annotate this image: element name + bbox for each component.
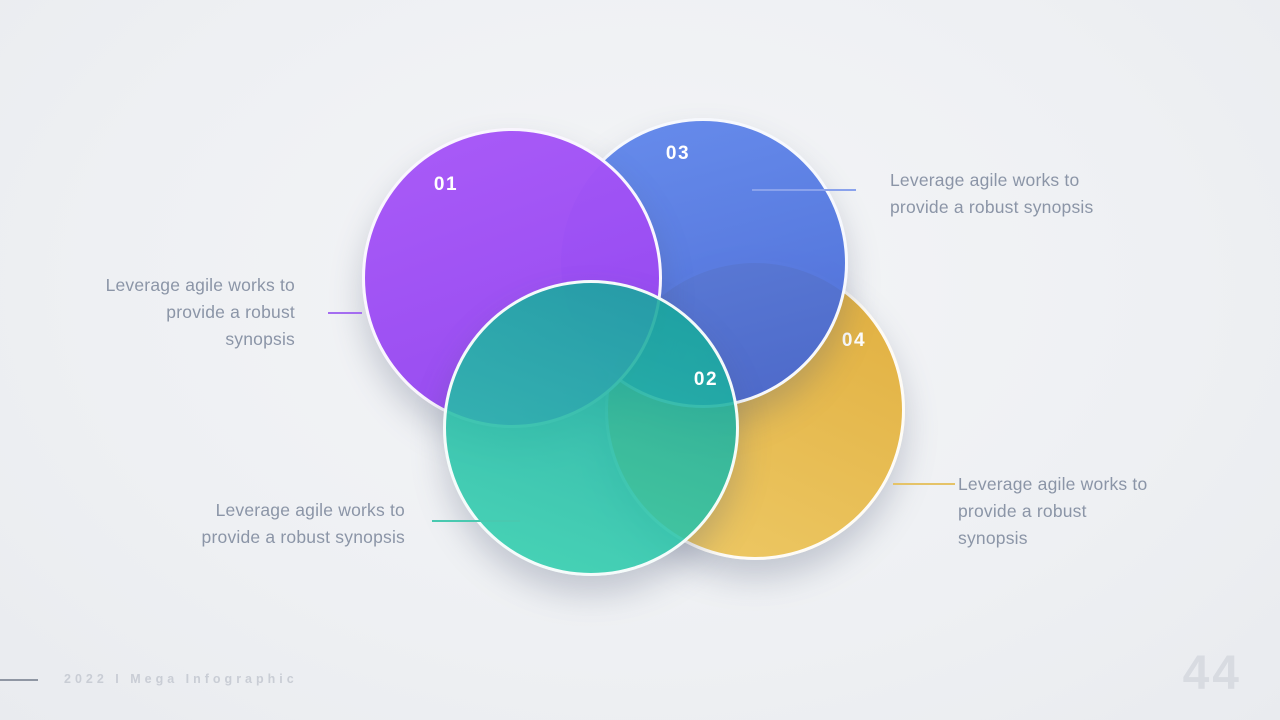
- page-number: 44: [1182, 647, 1242, 700]
- venn-circle-01-label: 01: [433, 174, 459, 195]
- connector-line-circle-03: [752, 189, 856, 191]
- footer-credit-text: 2022 I Mega Infographic: [64, 672, 298, 686]
- caption-circle-04: Leverage agile works to provide a robust…: [958, 474, 1148, 548]
- caption-circle-01: Leverage agile works to provide a robust…: [105, 275, 295, 349]
- footer-divider-line: [0, 679, 38, 681]
- venn-circle-04-label: 04: [841, 330, 867, 351]
- venn-circle-02: 02: [443, 280, 739, 576]
- venn-circle-03-label: 03: [665, 143, 691, 164]
- connector-line-circle-04: [893, 483, 955, 485]
- caption-circle-03: Leverage agile works to provide a robust…: [890, 170, 1094, 217]
- venn-circle-02-label: 02: [693, 369, 719, 390]
- connector-line-circle-02: [432, 520, 520, 522]
- connector-line-circle-01: [328, 312, 362, 314]
- caption-circle-02: Leverage agile works to provide a robust…: [201, 500, 405, 547]
